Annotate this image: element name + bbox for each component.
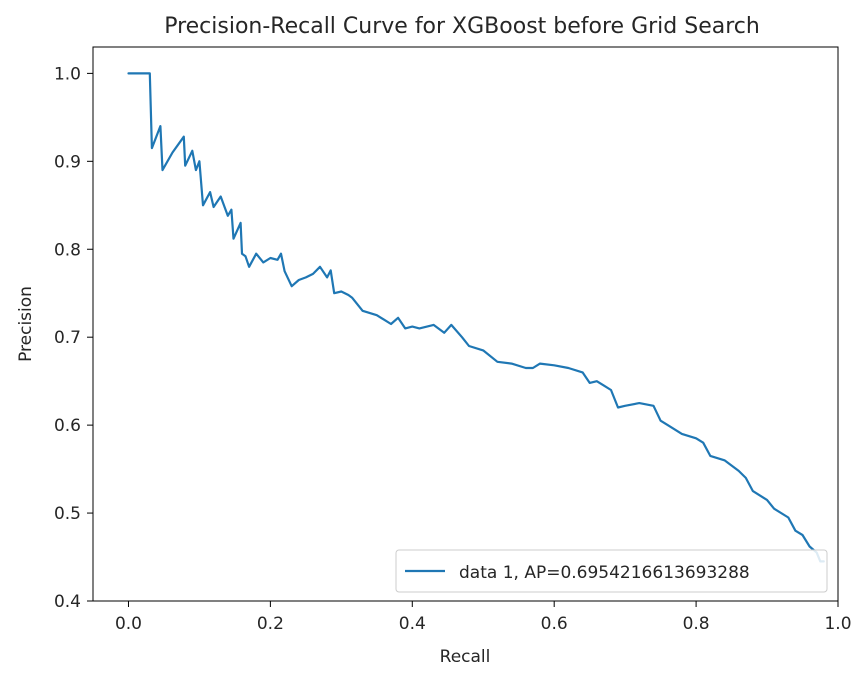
x-tick-label: 0.0 (115, 614, 142, 634)
y-tick-label: 0.4 (54, 592, 81, 612)
x-tick-label: 0.6 (541, 614, 568, 634)
x-axis-label: Recall (440, 647, 491, 667)
legend-box (395, 549, 828, 593)
plot-frame (92, 46, 839, 602)
legend: data 1, AP=0.6954216613693288 (395, 549, 828, 593)
x-tick-label: 0.8 (683, 614, 710, 634)
plot-area (92, 46, 839, 602)
series-group (127, 72, 825, 563)
chart-title: Precision-Recall Curve for XGBoost befor… (164, 14, 760, 39)
x-tick-label: 0.2 (257, 614, 284, 634)
x-axis-ticks: 0.0 0.2 0.4 0.6 0.8 1.0 (115, 601, 852, 634)
y-tick-label: 1.0 (54, 64, 81, 84)
y-tick-label: 0.9 (54, 152, 81, 172)
y-axis-label: Precision (16, 286, 36, 362)
y-tick-label: 0.5 (54, 504, 81, 524)
y-tick-label: 0.6 (54, 416, 81, 436)
series-line (127, 72, 825, 563)
x-tick-label: 0.4 (399, 614, 426, 634)
legend-label: data 1, AP=0.6954216613693288 (459, 563, 750, 583)
y-tick-label: 0.8 (54, 240, 81, 260)
y-tick-label: 0.7 (54, 328, 81, 348)
x-tick-label: 1.0 (824, 614, 851, 634)
y-axis-ticks: 0.4 0.5 0.6 0.7 0.8 0.9 1.0 (54, 64, 93, 612)
